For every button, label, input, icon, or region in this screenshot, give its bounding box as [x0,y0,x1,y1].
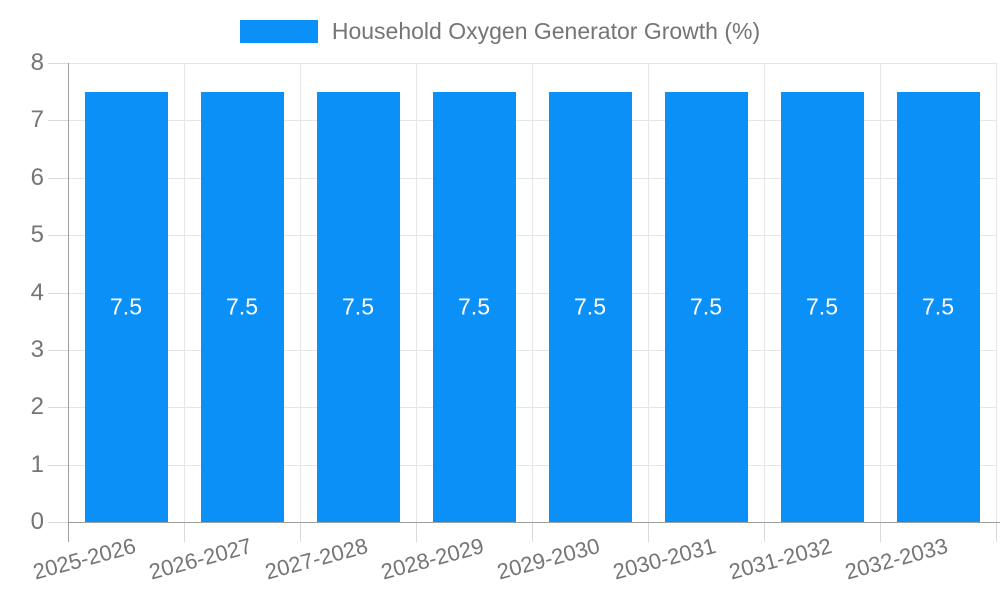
legend-swatch-icon [239,20,318,43]
bar [548,91,632,522]
x-axis-label: 2029-2030 [494,533,603,585]
bar-value-label: 7.5 [574,293,606,320]
bar-value-label: 7.5 [458,293,490,320]
x-axis-label: 2031-2032 [726,533,835,585]
y-axis-label: 3 [30,336,44,363]
bar-value-label: 7.5 [342,293,374,320]
x-axis-line [68,522,1000,523]
x-gridline [764,63,765,522]
y-axis-tick [48,235,68,236]
bar [432,91,516,522]
y-axis-tick [48,293,68,294]
bar-value-label: 7.5 [110,293,142,320]
x-axis-tick [532,522,533,542]
x-gridline [880,63,881,522]
x-axis-label: 2030-2031 [610,533,719,585]
y-axis-label: 2 [30,393,44,420]
bar-value-label: 7.5 [922,293,954,320]
bar [664,91,748,522]
x-axis-tick [184,522,185,542]
x-axis-label: 2025-2026 [30,533,139,585]
bar [896,91,980,522]
x-axis-label: 2027-2028 [262,533,371,585]
y-axis-label: 4 [30,279,44,306]
y-axis-tick [48,350,68,351]
x-gridline [184,63,185,522]
x-gridline [996,63,997,522]
bar [84,91,168,522]
x-axis-label: 2026-2027 [146,533,255,585]
x-axis-tick [996,522,997,542]
chart-legend[interactable]: Household Oxygen Generator Growth (%) [0,18,1000,45]
legend-label: Household Oxygen Generator Growth (%) [331,18,761,44]
x-axis-tick [300,522,301,542]
y-axis-tick [48,120,68,121]
x-axis-label: 2032-2033 [842,533,951,585]
y-axis-label: 8 [30,49,44,76]
x-axis-tick [416,522,417,542]
bar [316,91,400,522]
y-axis-line [68,63,69,542]
bar [780,91,864,522]
y-axis-tick [48,407,68,408]
y-axis-tick [48,522,68,523]
y-axis-label: 1 [30,451,44,478]
y-axis-tick [48,63,68,64]
x-gridline [416,63,417,522]
y-axis-tick [48,465,68,466]
y-axis-label: 5 [30,221,44,248]
x-axis-tick [880,522,881,542]
y-axis-label: 7 [30,106,44,133]
x-gridline [648,63,649,522]
x-axis-label: 2028-2029 [378,533,487,585]
x-gridline [532,63,533,522]
y-axis-label: 6 [30,164,44,191]
x-gridline [300,63,301,522]
y-axis-tick [48,178,68,179]
y-axis-label: 0 [30,508,44,535]
x-axis-tick [764,522,765,542]
bar [200,91,284,522]
bar-value-label: 7.5 [226,293,258,320]
bar-value-label: 7.5 [806,293,838,320]
x-axis-tick [648,522,649,542]
bar-value-label: 7.5 [690,293,722,320]
